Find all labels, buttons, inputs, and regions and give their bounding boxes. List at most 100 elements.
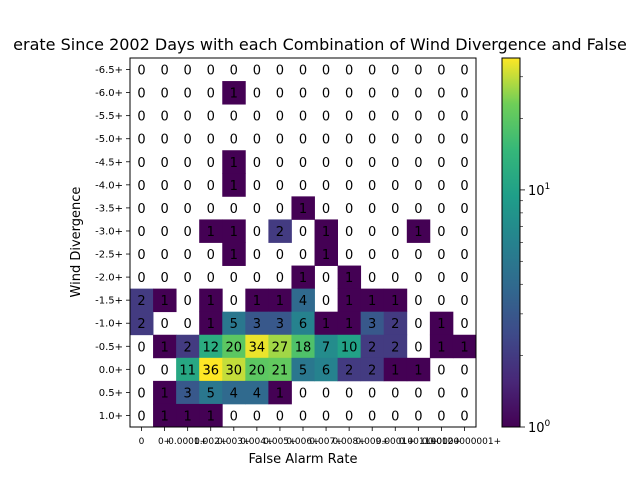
heatmap-cell bbox=[222, 242, 246, 266]
heatmap-cell-label: 0 bbox=[137, 133, 145, 148]
x-tick-label: 0.007+ bbox=[309, 437, 342, 447]
heatmap-cell-label: 0 bbox=[345, 64, 353, 79]
heatmap-cell-label: 0 bbox=[437, 156, 445, 171]
heatmap-cell-label: 0 bbox=[391, 110, 399, 125]
heatmap-cell bbox=[314, 311, 338, 336]
y-tick-label: -2.0+ bbox=[95, 273, 123, 284]
heatmap-cell-label: 0 bbox=[322, 409, 330, 424]
x-tick-label: 0 bbox=[139, 437, 145, 447]
x-tick-label: 0.003+ bbox=[217, 437, 250, 447]
heatmap-cell-label: 0 bbox=[253, 248, 261, 263]
y-tick-label: -1.5+ bbox=[95, 296, 123, 307]
heatmap-cell-label: 0 bbox=[184, 156, 192, 171]
heatmap-cell-label: 0 bbox=[437, 363, 445, 378]
heatmap-cell-label: 1 bbox=[460, 340, 468, 355]
heatmap-cell-label: 0 bbox=[137, 409, 145, 424]
heatmap-cell-label: 0 bbox=[253, 271, 261, 286]
heatmap-cell bbox=[268, 357, 292, 382]
heatmap-cell-label: 4 bbox=[253, 386, 261, 401]
heatmap-cell-label: 0 bbox=[137, 248, 145, 263]
heatmap-cell-label: 0 bbox=[437, 87, 445, 102]
heatmap-cell-label: 0 bbox=[345, 386, 353, 401]
heatmap-cell-label: 2 bbox=[368, 340, 376, 355]
heatmap-cell-label: 0 bbox=[322, 156, 330, 171]
y-tick-label: 0.5+ bbox=[99, 388, 123, 399]
heatmap-cell-label: 0 bbox=[276, 202, 284, 217]
x-tick-label: 0.008+ bbox=[332, 437, 365, 447]
heatmap-cell-label: 0 bbox=[299, 156, 307, 171]
heatmap-cell-label: 0 bbox=[160, 133, 168, 148]
heatmap-cell-label: 0 bbox=[437, 133, 445, 148]
heatmap-cell bbox=[245, 288, 269, 313]
heatmap-cell-label: 0 bbox=[368, 271, 376, 286]
heatmap-cell-label: 0 bbox=[345, 248, 353, 263]
heatmap-cell-label: 0 bbox=[230, 202, 238, 217]
heatmap-cell-label: 0 bbox=[368, 409, 376, 424]
heatmap-cell-label: 0 bbox=[184, 110, 192, 125]
heatmap-cell-label: 20 bbox=[226, 340, 243, 355]
heatmap-cell-label: 0 bbox=[299, 133, 307, 148]
heatmap-cell-label: 0 bbox=[391, 202, 399, 217]
heatmap-cell-label: 0 bbox=[160, 156, 168, 171]
heatmap-cell-label: 0 bbox=[137, 64, 145, 79]
heatmap-cell-label: 0 bbox=[137, 363, 145, 378]
heatmap-cell-label: 0 bbox=[137, 386, 145, 401]
heatmap-cell-label: 0 bbox=[276, 64, 284, 79]
heatmap-cell bbox=[176, 403, 200, 428]
y-tick-label: 1.0+ bbox=[99, 411, 123, 422]
heatmap-cell-label: 0 bbox=[276, 133, 284, 148]
heatmap-cell-label: 1 bbox=[160, 386, 168, 401]
heatmap-cell-label: 0 bbox=[391, 271, 399, 286]
y-tick-label: -2.5+ bbox=[95, 250, 123, 261]
heatmap-cell-label: 1 bbox=[322, 248, 330, 263]
heatmap-cell bbox=[291, 311, 315, 336]
heatmap-cell-label: 1 bbox=[230, 248, 238, 263]
y-tick-label: -5.5+ bbox=[95, 111, 123, 122]
heatmap-cell-label: 0 bbox=[322, 202, 330, 217]
heatmap-cell-label: 0 bbox=[368, 64, 376, 79]
chart-title: erate Since 2002 Days with each Combinat… bbox=[13, 35, 627, 54]
heatmap-cell-label: 1 bbox=[391, 363, 399, 378]
colorbar-tick-label: 100 bbox=[528, 419, 551, 436]
heatmap-cell-label: 0 bbox=[207, 64, 215, 79]
heatmap-cell-label: 0 bbox=[253, 64, 261, 79]
heatmap-cell-label: 1 bbox=[160, 340, 168, 355]
heatmap-cell-label: 1 bbox=[230, 225, 238, 240]
y-tick-label: -1.0+ bbox=[95, 319, 123, 330]
heatmap-cell-label: 0 bbox=[460, 248, 468, 263]
heatmap-cell bbox=[222, 219, 246, 243]
heatmap-cell-label: 3 bbox=[253, 317, 261, 332]
heatmap-cell-label: 0 bbox=[460, 317, 468, 332]
heatmap-cell-label: 0 bbox=[299, 386, 307, 401]
heatmap-cell bbox=[337, 288, 362, 313]
heatmap-cells bbox=[130, 81, 477, 428]
heatmap-cell-label: 0 bbox=[414, 156, 422, 171]
heatmap-cell bbox=[245, 311, 269, 336]
heatmap-cell bbox=[268, 311, 292, 336]
heatmap-cell-label: 0 bbox=[368, 202, 376, 217]
heatmap-cell bbox=[199, 311, 223, 336]
heatmap-cell-label: 0 bbox=[184, 87, 192, 102]
heatmap-cell bbox=[337, 357, 362, 382]
heatmap-cell-label: 30 bbox=[226, 363, 243, 378]
heatmap-cell-label: 0 bbox=[160, 179, 168, 194]
heatmap-cell bbox=[360, 288, 385, 313]
heatmap-cell-label: 0 bbox=[414, 248, 422, 263]
heatmap-cell-label: 0 bbox=[207, 110, 215, 125]
heatmap-cell-label: 0 bbox=[368, 133, 376, 148]
heatmap-cell bbox=[153, 334, 177, 359]
x-axis-label: False Alarm Rate bbox=[249, 452, 358, 467]
heatmap-cell-label: 0 bbox=[230, 133, 238, 148]
heatmap-cell bbox=[245, 380, 269, 405]
heatmap-cell-label: 0 bbox=[437, 271, 445, 286]
heatmap-cell-label: 0 bbox=[276, 248, 284, 263]
heatmap-cell-label: 34 bbox=[249, 340, 266, 355]
y-axis-label: Wind Divergence bbox=[69, 187, 84, 298]
x-tick-label: 0.0012+ bbox=[422, 437, 461, 447]
heatmap-cell-label: 0 bbox=[437, 294, 445, 309]
heatmap-cell-label: 3 bbox=[276, 317, 284, 332]
heatmap-cell bbox=[245, 334, 269, 359]
heatmap-cell-label: 0 bbox=[460, 64, 468, 79]
x-tick-label: 0.0011+ bbox=[399, 437, 438, 447]
heatmap-cell-label: 1 bbox=[437, 340, 445, 355]
